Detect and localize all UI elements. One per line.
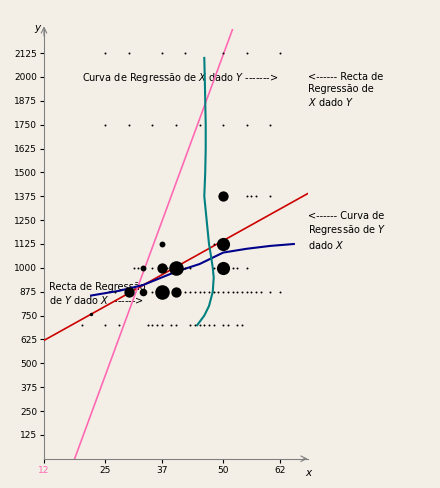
- Point: [234, 321, 241, 329]
- Point: [196, 288, 203, 296]
- Point: [267, 288, 274, 296]
- Point: [267, 121, 274, 129]
- Point: [229, 288, 236, 296]
- Text: y: y: [34, 23, 40, 33]
- Text: Recta de Regressão
de $Y$ dado $X$  ------>: Recta de Regressão de $Y$ dado $X$ -----…: [49, 282, 145, 306]
- Point: [220, 264, 227, 272]
- Point: [215, 288, 222, 296]
- Point: [88, 310, 95, 318]
- Point: [135, 264, 142, 272]
- Point: [158, 288, 165, 296]
- Point: [187, 264, 194, 272]
- Point: [158, 49, 165, 57]
- Point: [158, 264, 165, 272]
- Point: [172, 288, 180, 296]
- Point: [205, 321, 213, 329]
- Point: [267, 192, 274, 200]
- Point: [191, 321, 198, 329]
- Point: [102, 321, 109, 329]
- Point: [210, 288, 217, 296]
- Point: [102, 49, 109, 57]
- Point: [158, 321, 165, 329]
- Point: [220, 192, 227, 200]
- Text: x: x: [305, 468, 311, 478]
- Point: [220, 49, 227, 57]
- Point: [163, 264, 170, 272]
- Text: <------ Curva de
Regressão de $Y$
dado $X$: <------ Curva de Regressão de $Y$ dado $…: [308, 211, 386, 251]
- Point: [229, 264, 236, 272]
- Point: [191, 288, 198, 296]
- Point: [125, 121, 132, 129]
- Point: [257, 288, 264, 296]
- Point: [158, 240, 165, 248]
- Point: [172, 321, 180, 329]
- Point: [220, 121, 227, 129]
- Point: [154, 321, 161, 329]
- Point: [182, 288, 189, 296]
- Point: [224, 321, 231, 329]
- Point: [182, 49, 189, 57]
- Point: [276, 288, 283, 296]
- Point: [196, 121, 203, 129]
- Text: <------ Recta de
Regressão de
$X$ dado $Y$: <------ Recta de Regressão de $X$ dado $…: [308, 72, 383, 108]
- Point: [149, 288, 156, 296]
- Point: [144, 321, 151, 329]
- Point: [139, 288, 147, 296]
- Point: [243, 121, 250, 129]
- Point: [234, 288, 241, 296]
- Point: [177, 264, 184, 272]
- Point: [234, 264, 241, 272]
- Point: [224, 288, 231, 296]
- Point: [201, 321, 208, 329]
- Point: [205, 288, 213, 296]
- Point: [243, 49, 250, 57]
- Point: [149, 121, 156, 129]
- Point: [253, 288, 260, 296]
- Point: [130, 264, 137, 272]
- Point: [276, 49, 283, 57]
- Point: [149, 321, 156, 329]
- Point: [172, 121, 180, 129]
- Point: [248, 288, 255, 296]
- Point: [139, 264, 147, 272]
- Point: [238, 321, 246, 329]
- Point: [116, 321, 123, 329]
- Text: Curva de Regressão de $X$ dado $Y$ ------->: Curva de Regressão de $X$ dado $Y$ -----…: [82, 71, 278, 85]
- Point: [215, 264, 222, 272]
- Point: [196, 321, 203, 329]
- Point: [201, 288, 208, 296]
- Point: [210, 321, 217, 329]
- Point: [220, 288, 227, 296]
- Point: [125, 288, 132, 296]
- Point: [187, 288, 194, 296]
- Point: [187, 321, 194, 329]
- Point: [210, 240, 217, 248]
- Point: [125, 49, 132, 57]
- Point: [182, 264, 189, 272]
- Point: [168, 264, 175, 272]
- Point: [248, 192, 255, 200]
- Point: [220, 321, 227, 329]
- Point: [78, 321, 85, 329]
- Point: [243, 264, 250, 272]
- Point: [172, 264, 180, 272]
- Point: [168, 321, 175, 329]
- Point: [149, 264, 156, 272]
- Point: [102, 121, 109, 129]
- Point: [243, 288, 250, 296]
- Point: [243, 192, 250, 200]
- Point: [238, 288, 246, 296]
- Point: [111, 288, 118, 296]
- Point: [253, 192, 260, 200]
- Point: [210, 264, 217, 272]
- Point: [220, 240, 227, 248]
